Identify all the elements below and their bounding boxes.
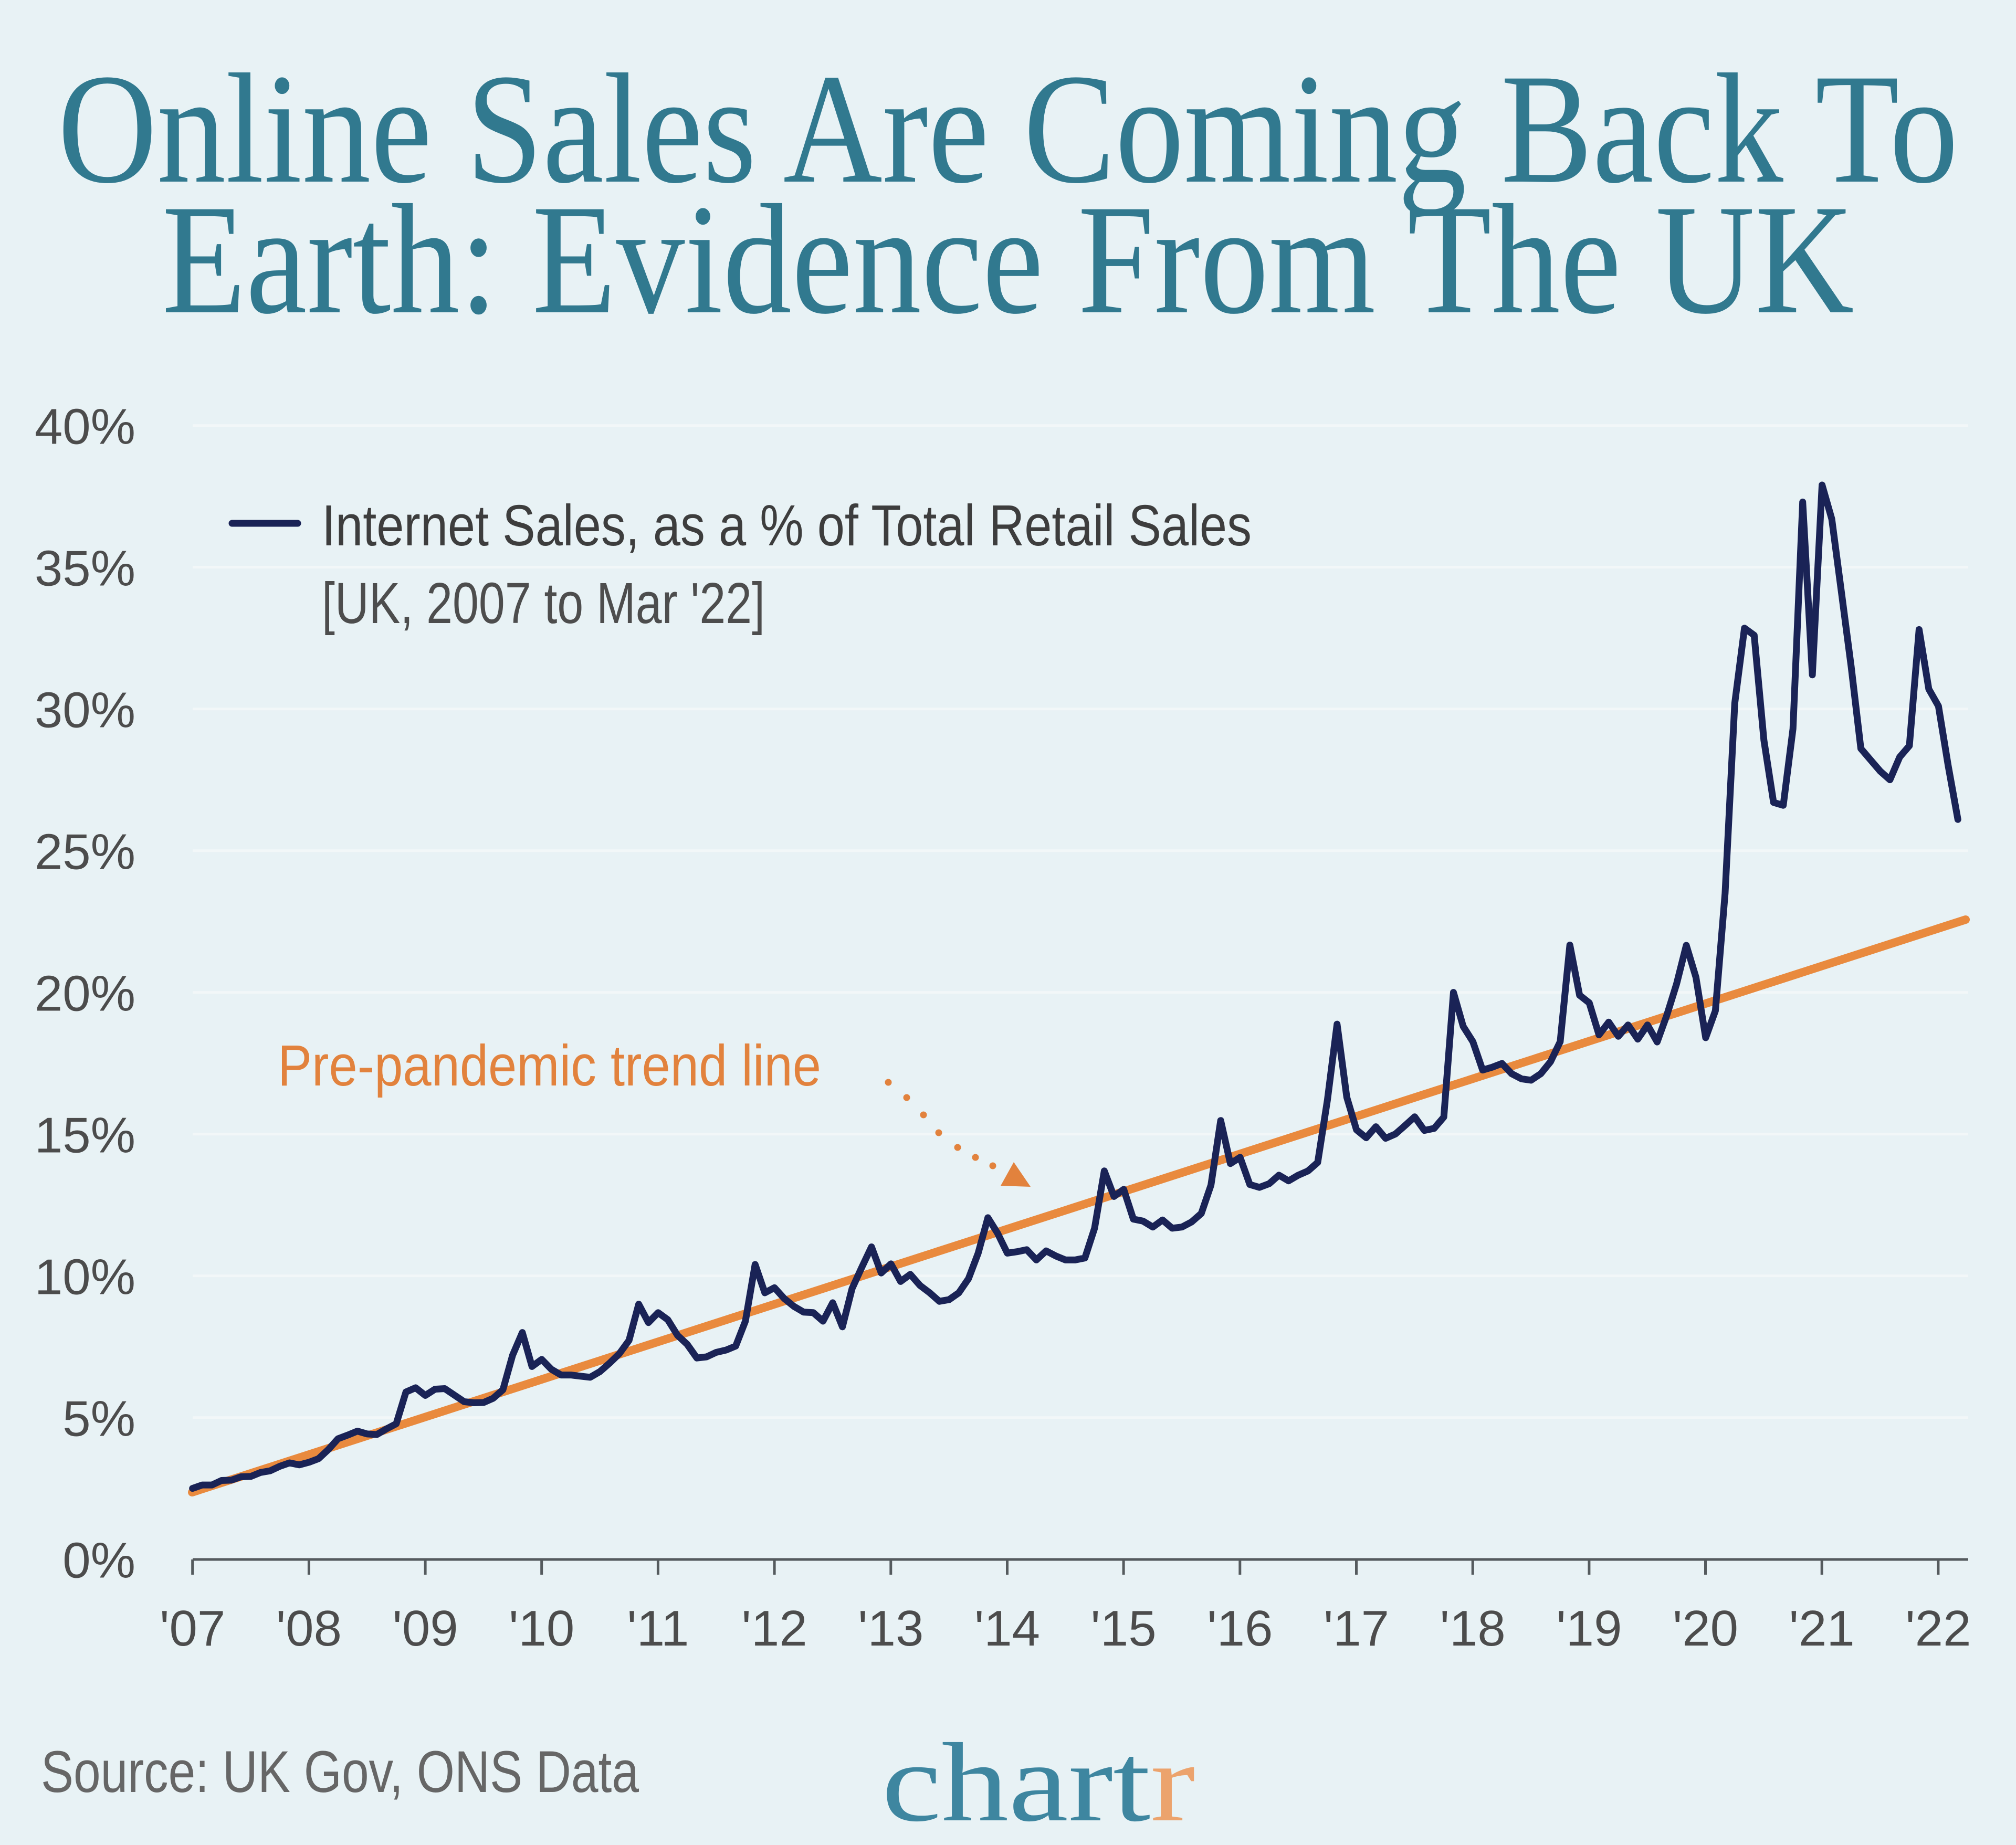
svg-text:5%: 5%	[62, 1391, 135, 1447]
svg-text:30%: 30%	[35, 682, 135, 739]
svg-text:'11: '11	[627, 1600, 689, 1657]
svg-text:'17: '17	[1324, 1600, 1389, 1657]
svg-text:[UK, 2007 to Mar '22]: [UK, 2007 to Mar '22]	[322, 571, 765, 636]
svg-text:25%: 25%	[35, 824, 135, 880]
svg-text:'16: '16	[1207, 1600, 1273, 1657]
svg-text:0%: 0%	[62, 1533, 135, 1589]
svg-text:'19: '19	[1556, 1600, 1622, 1657]
svg-text:Source: UK Gov, ONS Data: Source: UK Gov, ONS Data	[41, 1739, 639, 1805]
svg-text:'12: '12	[742, 1600, 807, 1657]
svg-text:'14: '14	[974, 1600, 1040, 1657]
svg-text:'21: '21	[1789, 1600, 1855, 1657]
svg-text:'13: '13	[858, 1600, 923, 1657]
svg-text:'09: '09	[393, 1600, 458, 1657]
svg-text:Earth: Evidence From The UK: Earth: Evidence From The UK	[162, 172, 1854, 346]
svg-text:'07: '07	[160, 1600, 225, 1657]
svg-text:Online Sales Are Coming Back T: Online Sales Are Coming Back To	[58, 41, 1958, 216]
svg-text:10%: 10%	[35, 1249, 135, 1305]
svg-text:20%: 20%	[35, 966, 135, 1022]
svg-text:40%: 40%	[35, 399, 135, 455]
svg-text:Internet Sales, as a % of Tota: Internet Sales, as a % of Total Retail S…	[322, 493, 1252, 558]
svg-text:'18: '18	[1440, 1600, 1506, 1657]
svg-text:Pre-pandemic trend line: Pre-pandemic trend line	[278, 1034, 821, 1098]
svg-text:15%: 15%	[35, 1108, 135, 1164]
svg-text:'22: '22	[1905, 1600, 1971, 1657]
svg-text:'08: '08	[276, 1600, 342, 1657]
svg-text:'10: '10	[509, 1600, 574, 1657]
svg-text:'15: '15	[1091, 1600, 1157, 1657]
svg-text:35%: 35%	[35, 541, 135, 597]
svg-text:'20: '20	[1673, 1600, 1738, 1657]
